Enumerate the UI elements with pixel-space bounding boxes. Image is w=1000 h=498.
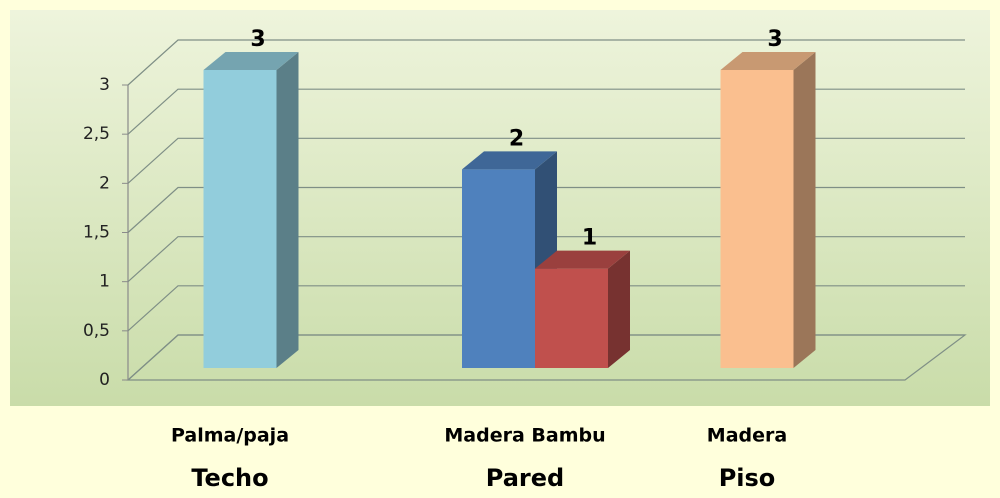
- bar-face: [276, 52, 299, 368]
- bar-face: [535, 250, 630, 269]
- bar-face: [608, 250, 630, 368]
- group-label: Techo: [191, 464, 268, 492]
- bar-face: [462, 169, 535, 368]
- bar-face: [720, 70, 794, 368]
- y-tick-label: 0: [99, 370, 110, 390]
- category-label: Madera Bambu: [444, 425, 605, 447]
- value-label: 1: [582, 226, 597, 251]
- bar-face: [203, 52, 299, 70]
- category-label: Madera: [707, 425, 787, 447]
- grid-line: [127, 236, 965, 283]
- bar: [203, 52, 299, 368]
- grid-line: [127, 285, 965, 332]
- grid-line: [127, 334, 965, 381]
- grid-line: [127, 186, 965, 233]
- y-tick-label: 3: [99, 75, 110, 95]
- y-tick-label: 1,5: [83, 223, 110, 243]
- value-label: 3: [767, 27, 782, 52]
- y-tick-label: 2: [99, 173, 110, 193]
- grid-line: [127, 137, 965, 184]
- value-label: 2: [509, 126, 524, 151]
- bar-face: [203, 70, 277, 368]
- group-label: Piso: [719, 464, 776, 492]
- bar-face: [462, 151, 557, 170]
- grid-line: [127, 88, 965, 135]
- grid-line: [127, 39, 965, 86]
- y-tick-label: 0,5: [83, 321, 110, 341]
- bar: [720, 52, 816, 368]
- bar-face: [720, 52, 816, 70]
- value-label: 3: [250, 27, 265, 52]
- bar-face: [535, 268, 608, 368]
- y-tick-label: 1: [99, 272, 110, 292]
- category-label: Palma/paja: [171, 425, 289, 447]
- bar-face: [793, 52, 816, 368]
- y-tick-label: 2,5: [83, 124, 110, 144]
- bar: [535, 250, 630, 368]
- group-label: Pared: [486, 464, 564, 492]
